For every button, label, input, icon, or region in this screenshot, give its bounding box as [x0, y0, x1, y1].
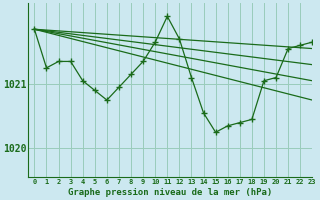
X-axis label: Graphe pression niveau de la mer (hPa): Graphe pression niveau de la mer (hPa) [68, 188, 272, 197]
